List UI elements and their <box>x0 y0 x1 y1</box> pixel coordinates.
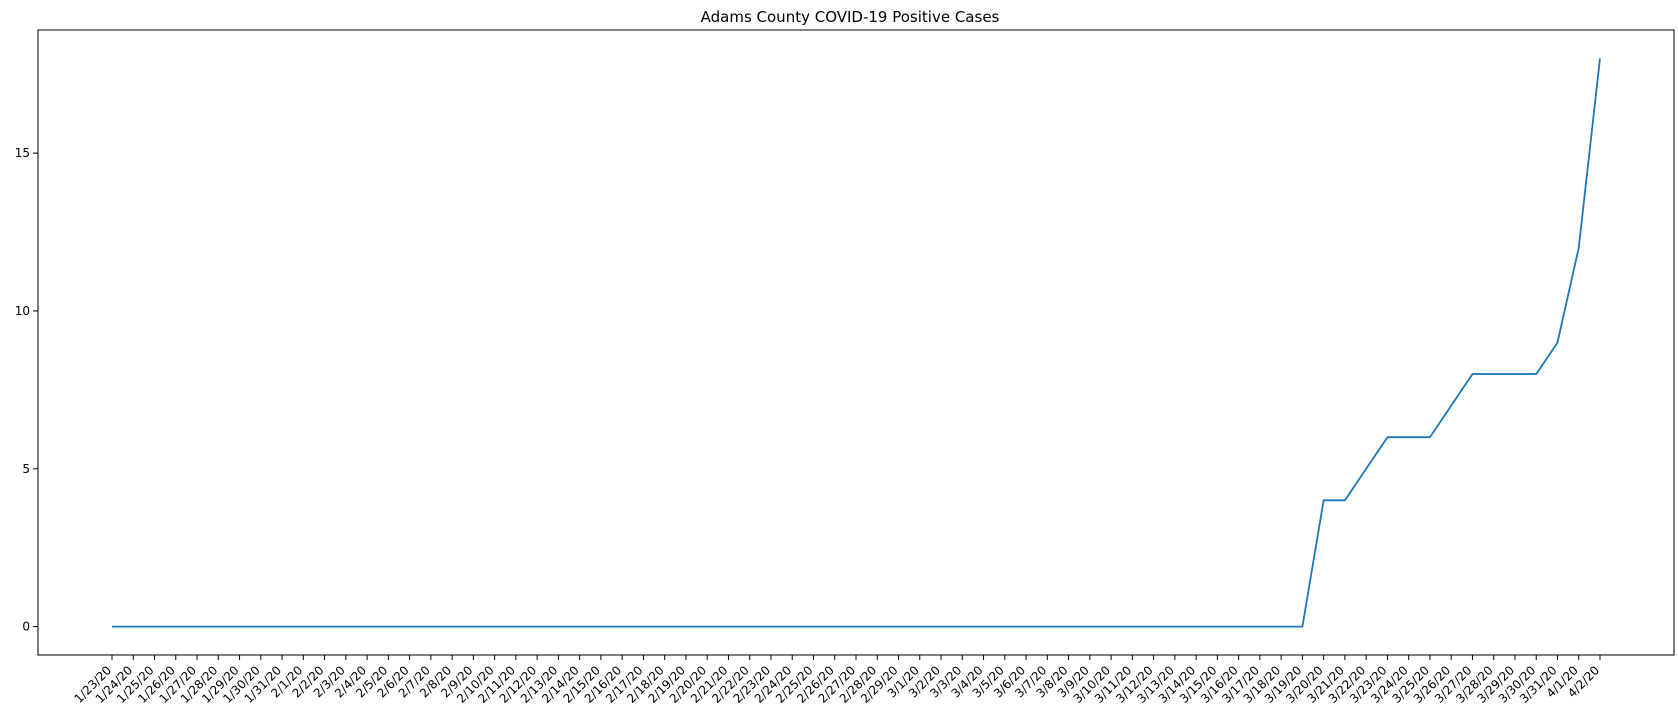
series-line-0 <box>112 58 1601 628</box>
y-tick-label: 10 <box>15 304 30 318</box>
y-tick-label: 15 <box>15 146 30 160</box>
y-tick-label: 0 <box>22 620 30 634</box>
series-layer <box>112 58 1601 628</box>
y-axis: 0 5 10 15 <box>15 146 38 634</box>
x-axis: 1/23/201/24/201/25/201/26/201/27/201/28/… <box>72 655 1602 706</box>
y-tick-label: 5 <box>22 462 30 476</box>
chart-title: Adams County COVID-19 Positive Cases <box>701 8 1000 26</box>
plot-area-frame <box>37 29 1675 656</box>
